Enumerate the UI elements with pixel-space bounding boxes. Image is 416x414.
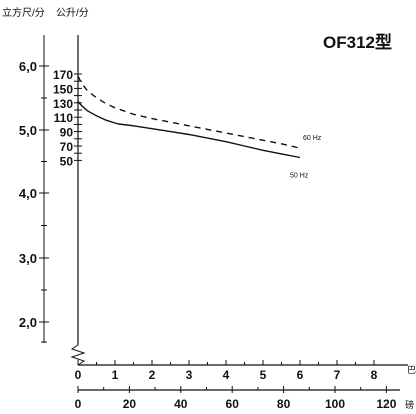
series-label: 50 Hz	[290, 173, 309, 180]
x-bar-tick-label: 4	[223, 368, 230, 382]
x-bar-tick-label: 5	[260, 368, 267, 382]
right-y-tick-label: 150	[53, 82, 73, 96]
x-bar-tick-label: 3	[186, 368, 193, 382]
series-lines	[77, 75, 301, 159]
series-line-1	[77, 75, 301, 149]
x-bar-tick-label: 6	[297, 368, 304, 382]
x-psi-tick-label: 20	[123, 397, 137, 411]
left-y-tick-label: 4,0	[19, 186, 37, 201]
right-y-tick-label: 110	[54, 111, 74, 125]
right-y-axis-label: 公升/分	[56, 7, 89, 19]
right-y-tick-label: 130	[53, 97, 73, 111]
right-y-tick-label: 90	[60, 126, 74, 140]
chart-title: OF312型	[323, 32, 392, 52]
axis-break	[70, 344, 86, 366]
x-psi-tick-label: 100	[325, 397, 345, 411]
x-bar-tick-label: 0	[75, 368, 82, 382]
x-bar-axis-label: 巴	[407, 365, 416, 375]
left-y-tick-label: 6,0	[19, 59, 37, 74]
right-y-tick-label: 50	[60, 154, 74, 168]
x-bar-tick-label: 1	[112, 368, 119, 382]
x-psi-axis-label: 磅	[405, 399, 414, 410]
right-y-tick-label: 170	[53, 68, 73, 82]
x-bar-tick-label: 8	[371, 368, 378, 382]
left-y-tick-label: 5,0	[19, 123, 37, 138]
left-y-tick-label: 2,0	[19, 315, 37, 330]
series-line-2	[77, 100, 301, 159]
x-psi-tick-label: 40	[174, 397, 188, 411]
x-bar-tick-label: 2	[149, 368, 156, 382]
x-psi-tick-label: 60	[226, 397, 240, 411]
left-y-axis-label: 立方尺/分	[2, 6, 45, 19]
series-label: 60 Hz	[303, 135, 322, 142]
left-y-tick-label: 3,0	[19, 251, 37, 266]
x-bar-tick-label: 7	[334, 368, 341, 382]
axes	[39, 35, 408, 393]
x-psi-tick-label: 80	[277, 397, 291, 411]
right-y-tick-label: 70	[60, 140, 74, 154]
x-psi-tick-label: 0	[75, 397, 82, 411]
x-psi-tick-label: 120	[376, 397, 396, 411]
